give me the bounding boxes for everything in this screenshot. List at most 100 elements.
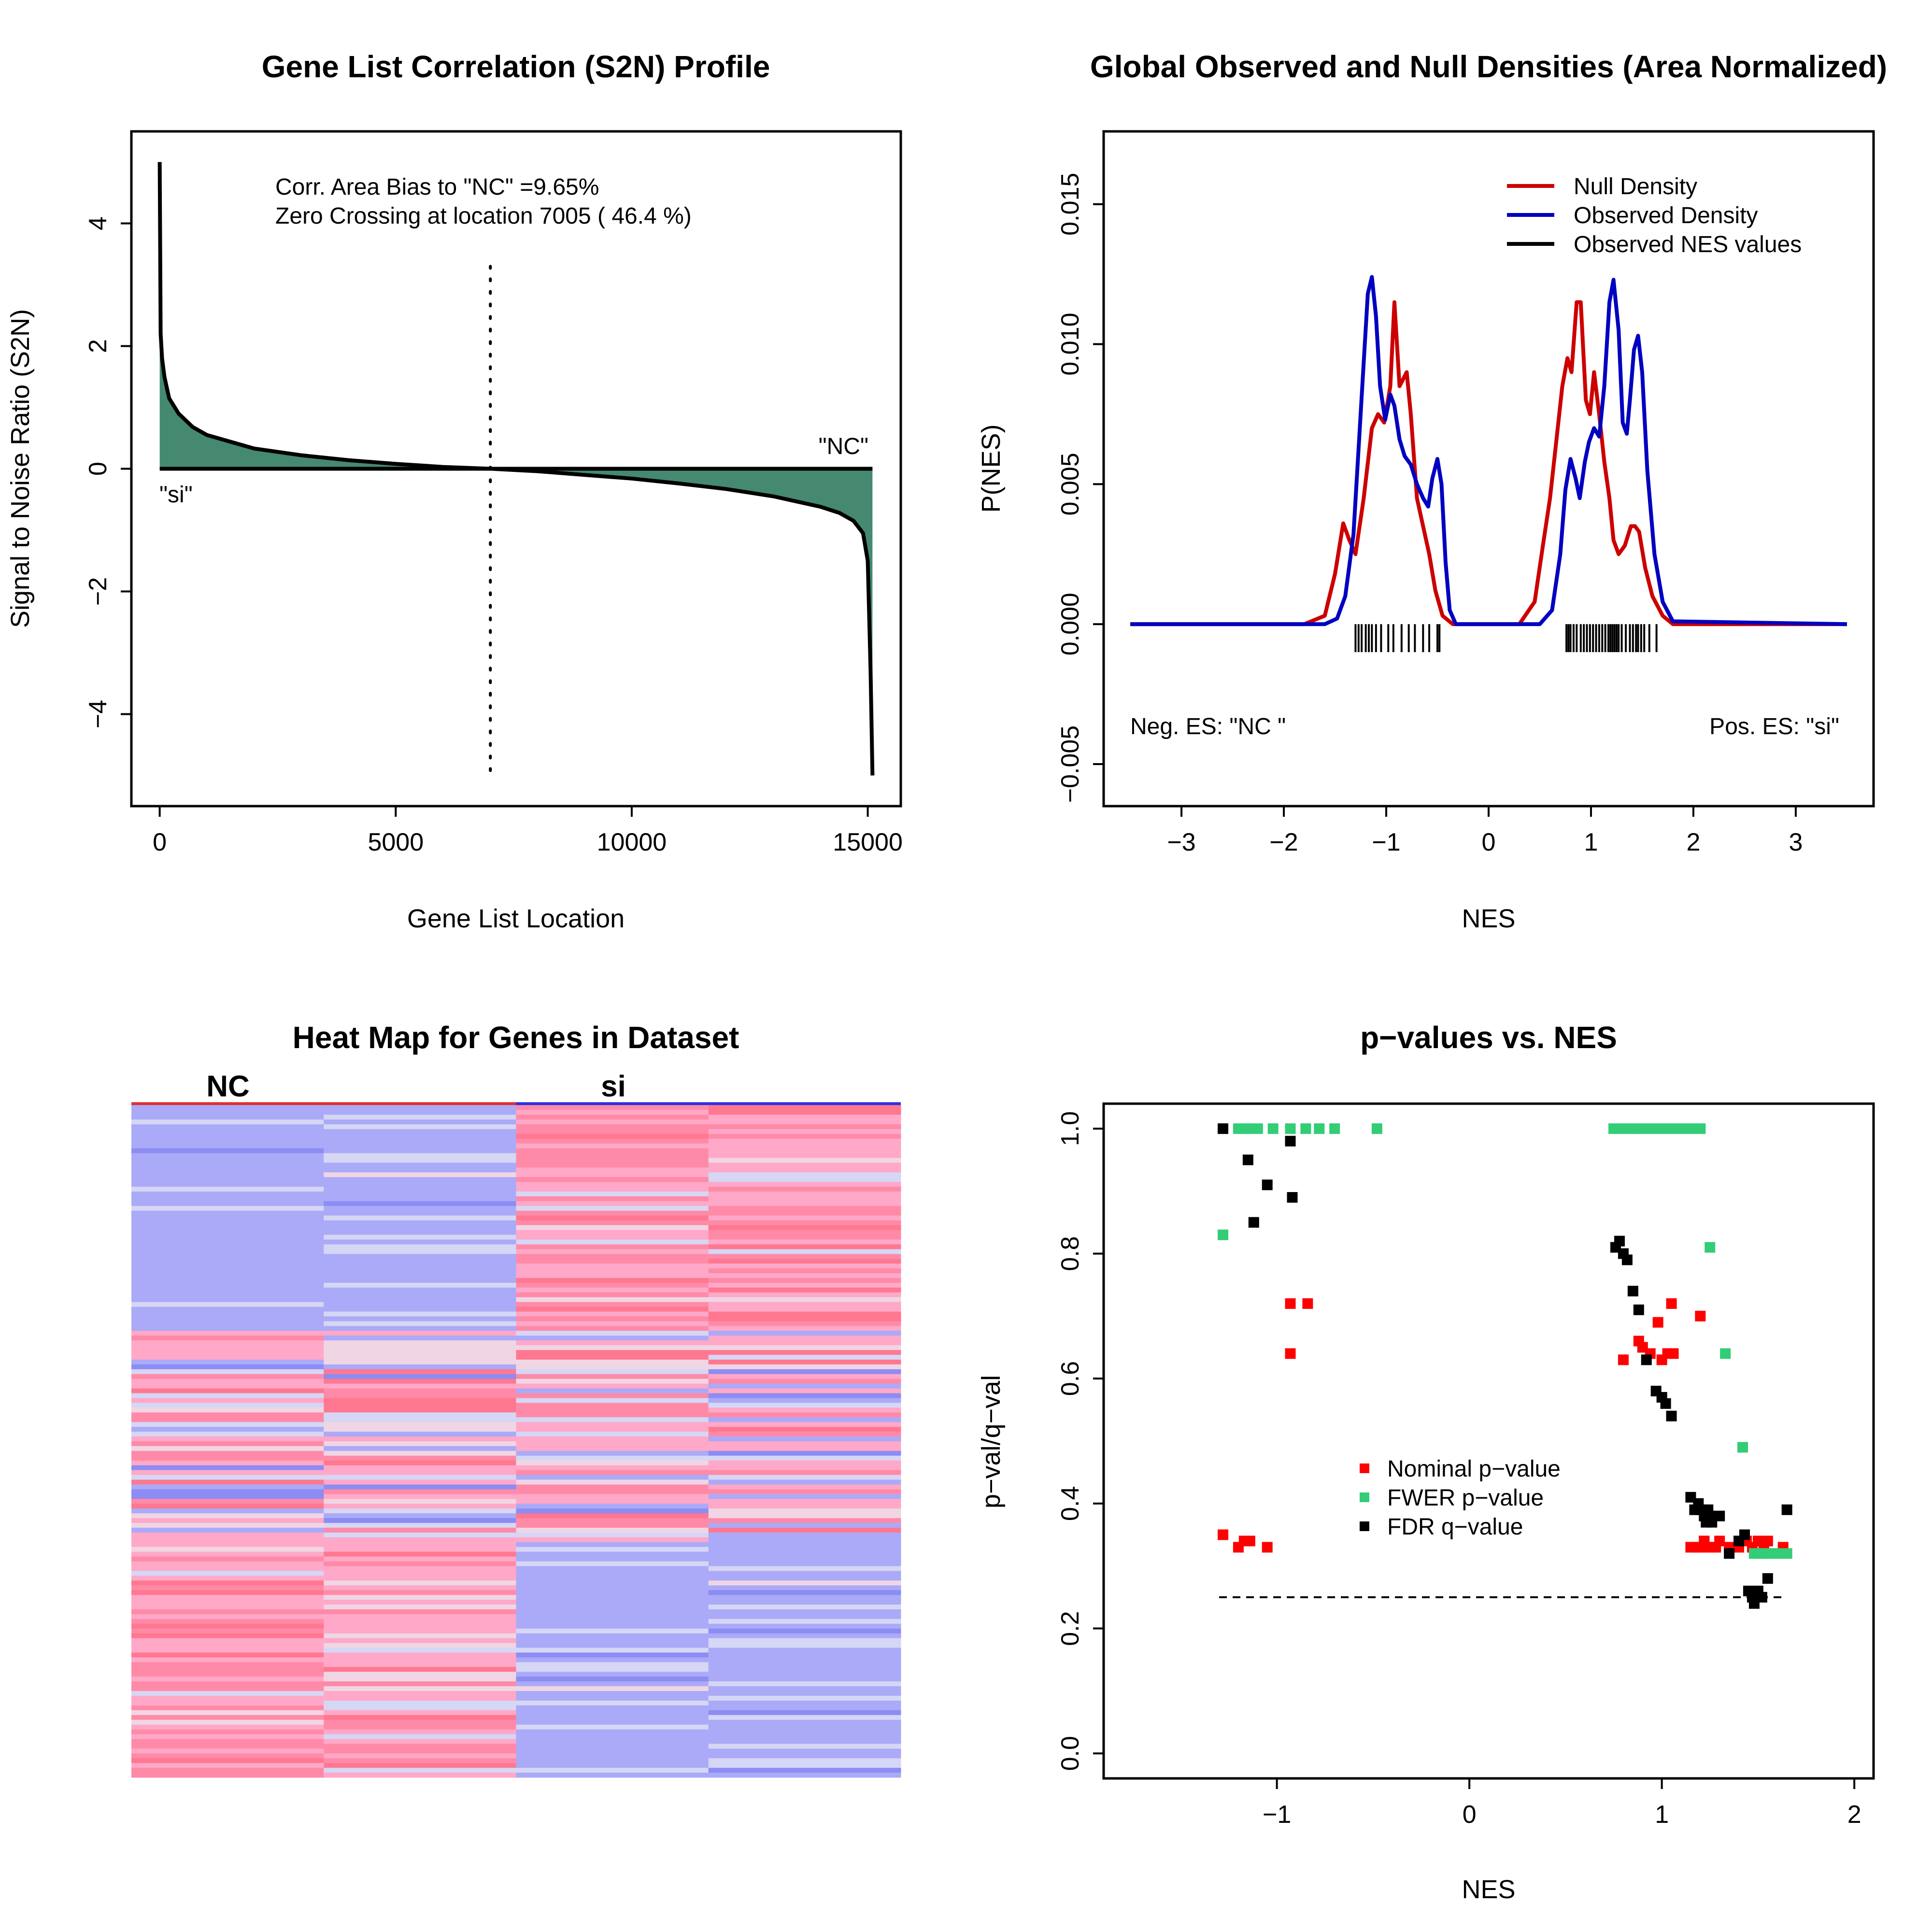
heatmap-cell xyxy=(516,1556,709,1562)
fwer-p-point xyxy=(1772,1548,1783,1559)
heatmap-cell xyxy=(324,1441,516,1447)
heatmap-cell xyxy=(516,1676,709,1682)
nominal-p-point xyxy=(1652,1317,1663,1328)
heatmap-cell xyxy=(324,1230,516,1235)
heatmap-cell xyxy=(516,1335,709,1341)
heatmap-cell xyxy=(516,1239,709,1245)
heatmap-cell xyxy=(131,1748,324,1754)
heatmap-cell xyxy=(131,1355,324,1360)
p4-x-tick-label: 1 xyxy=(1655,1801,1669,1829)
heatmap-cell xyxy=(131,1292,324,1298)
heatmap-cell xyxy=(708,1623,901,1629)
heatmap-cell xyxy=(708,1278,901,1283)
heatmap-cell xyxy=(708,1715,901,1720)
heatmap-cell xyxy=(708,1710,901,1716)
heatmap-cell xyxy=(131,1138,324,1144)
heatmap-cell xyxy=(708,1249,901,1254)
heatmap-cell xyxy=(131,1605,324,1610)
heatmap-cell xyxy=(131,1278,324,1283)
fwer-p-point xyxy=(1720,1348,1731,1359)
heatmap-cell xyxy=(131,1282,324,1288)
heatmap-cell xyxy=(708,1350,901,1355)
heatmap-cell xyxy=(131,1191,324,1197)
heatmap-cell xyxy=(131,1576,324,1581)
heatmap-cell xyxy=(131,1302,324,1307)
heatmap-cell xyxy=(516,1729,709,1735)
heatmap-cell xyxy=(131,1700,324,1706)
heatmap-cell xyxy=(708,1475,901,1480)
heatmap-cell xyxy=(708,1667,901,1672)
heatmap-cell xyxy=(131,1393,324,1399)
heatmap-cell xyxy=(324,1715,516,1720)
fdr-q-point xyxy=(1724,1548,1735,1559)
heatmap-cell xyxy=(708,1436,901,1442)
heatmap-cell xyxy=(324,1393,516,1399)
p2-legend: Null Density Observed Density Observed N… xyxy=(1507,174,1802,257)
p2-y-tick-label: 0.000 xyxy=(1056,593,1084,655)
fwer-p-point xyxy=(1218,1229,1229,1240)
heatmap-cell xyxy=(708,1264,901,1269)
p2-y-tick-label: −0.005 xyxy=(1056,725,1084,803)
heatmap-cell xyxy=(324,1287,516,1293)
heatmap-cell xyxy=(131,1225,324,1231)
heatmap-cell xyxy=(708,1235,901,1240)
fwer-p-point xyxy=(1618,1123,1629,1134)
heatmap-cell xyxy=(131,1556,324,1562)
heatmap-cell xyxy=(131,1210,324,1216)
heatmap-cell xyxy=(516,1282,709,1288)
heatmap-cell xyxy=(131,1383,324,1389)
heatmap-cell xyxy=(516,1561,709,1567)
heatmap-cell xyxy=(324,1504,516,1509)
heatmap-cell xyxy=(324,1254,516,1259)
heatmap-cell xyxy=(324,1427,516,1432)
heatmap-cell xyxy=(324,1686,516,1691)
heatmap-cell xyxy=(131,1470,324,1476)
heatmap-cell xyxy=(324,1369,516,1375)
heatmap-cell xyxy=(131,1114,324,1120)
heatmap-cell xyxy=(324,1191,516,1197)
p2-x-tick-label: −3 xyxy=(1167,828,1195,856)
heatmap-cell xyxy=(516,1619,709,1624)
heatmap-cell xyxy=(708,1753,901,1759)
heatmap-cell xyxy=(516,1119,709,1125)
fwer-p-point xyxy=(1371,1123,1382,1134)
p1-y-tick-label: 2 xyxy=(84,339,112,353)
p2-title: Global Observed and Null Densities (Area… xyxy=(1090,49,1887,84)
heatmap-cell xyxy=(516,1345,709,1350)
heatmap-cell xyxy=(516,1403,709,1408)
heatmap-cell xyxy=(516,1734,709,1739)
heatmap-cell xyxy=(324,1768,516,1773)
heatmap-cell xyxy=(324,1259,516,1264)
heatmap-cell xyxy=(324,1494,516,1499)
heatmap-cell xyxy=(131,1455,324,1461)
heatmap-cell xyxy=(516,1523,709,1528)
heatmap-cell xyxy=(708,1513,901,1519)
heatmap-cell xyxy=(708,1657,901,1662)
heatmap-cell xyxy=(131,1364,324,1370)
p2-x-tick-label: 3 xyxy=(1789,828,1803,856)
heatmap-cell xyxy=(324,1523,516,1528)
heatmap-cell xyxy=(324,1436,516,1442)
heatmap-cell xyxy=(708,1268,901,1274)
heatmap-cell xyxy=(324,1450,516,1456)
heatmap-cell xyxy=(516,1753,709,1759)
heatmap-cell xyxy=(131,1729,324,1735)
p1-y-tick-label: −2 xyxy=(84,577,112,606)
heatmap-cell xyxy=(324,1739,516,1744)
heatmap-cell xyxy=(131,1542,324,1548)
p3-group-nc-label: NC xyxy=(206,1070,250,1103)
heatmap-cell xyxy=(516,1700,709,1706)
heatmap-cell xyxy=(324,1138,516,1144)
heatmap-cell xyxy=(131,1734,324,1739)
heatmap-cell xyxy=(516,1331,709,1336)
heatmap-cell xyxy=(708,1614,901,1619)
heatmap-cell xyxy=(131,1407,324,1413)
fwer-p-point xyxy=(1252,1123,1263,1134)
heatmap-cell xyxy=(708,1302,901,1307)
heatmap-cell xyxy=(708,1628,901,1634)
p1-x-tick-label: 15000 xyxy=(833,828,903,856)
heatmap-cell xyxy=(324,1537,516,1543)
p4-plot-area xyxy=(1218,1123,1792,1609)
nominal-p-point xyxy=(1714,1535,1725,1547)
heatmap-cell xyxy=(516,1220,709,1226)
